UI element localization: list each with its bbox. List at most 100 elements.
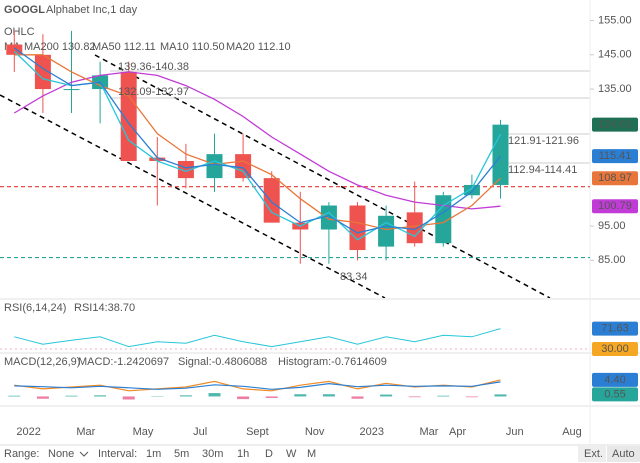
histogram-bar [294,394,307,397]
y-tick-label: 85.00 [598,254,626,266]
candle-body [149,157,166,161]
series-line [13,47,502,234]
price-tag [592,321,638,336]
histogram-bar [208,393,221,397]
legend-entry: MA20 112.10 [226,41,291,53]
interval-option[interactable]: 30m [202,448,223,460]
price-pane [0,30,590,264]
trendline [0,94,386,298]
candle-body [320,205,337,230]
symbol: GOOGL [4,4,45,16]
histogram-bar [8,395,21,397]
candle-body [378,215,395,247]
series-line [14,381,501,390]
interval-label: Interval: [98,448,137,460]
range-select[interactable]: None [48,448,74,460]
price-tag-label: 115.41 [599,150,632,162]
x-tick-label: 2022 [16,426,40,438]
interval-option[interactable]: W [286,448,297,460]
series-line [14,328,501,348]
price-tag [592,342,638,357]
histogram-bar [94,395,107,397]
candle-body [263,178,280,223]
x-tick-label: Aug [562,426,582,438]
interval-option[interactable]: 5m [174,448,189,460]
histogram-bar [437,395,450,397]
histogram-bar [408,396,421,398]
y-tick-label: 155.00 [598,14,632,26]
legend-entry: MA10 110.50 [160,41,225,53]
histogram-bar [36,396,49,399]
candle-body [177,160,194,179]
price-tag-label: 124.61 [598,119,632,131]
price-tag-label: 30.00 [601,343,629,355]
x-tick-label: Apr [449,426,466,438]
y-tick-label: 135.00 [598,83,632,95]
interval-option[interactable]: D [265,448,273,460]
interval-option[interactable]: 1m [146,448,161,460]
annotation: 132.09-132.97 [118,86,189,98]
series-line [13,71,501,210]
series-line [14,379,501,392]
price-tag [592,372,638,387]
candle-body [463,184,480,196]
instrument-name: Alphabet Inc,1 day [46,4,138,16]
candle-body [406,212,423,244]
legend-entry: Signal:-0.4806088 [178,356,267,368]
interval-option[interactable]: M [307,448,316,460]
histogram-bar [494,394,507,397]
histogram-bar [265,396,278,398]
range-label: Range: [4,448,39,460]
histogram-bar [65,395,78,397]
price-tag-label: 4.40 [604,374,625,386]
price-tag-label: 0.55 [604,388,625,400]
legend-entry: MA50 112.11 [92,41,156,53]
rsi-title: RSI(6,14,24) [4,302,66,314]
y-tick-label: 145.00 [598,49,632,61]
annotation: 139.36-140.38 [118,61,189,73]
x-tick-label: Jul [193,426,207,438]
x-tick-label: May [133,426,154,438]
price-tag [592,149,638,164]
legend-entry: Histogram:-0.7614609 [278,356,387,368]
trendlines [0,54,590,298]
annotation: 121.91-121.96 [508,135,579,147]
candle-body [435,195,452,244]
x-tick-label: Mar [420,426,439,438]
x-tick-label: Mar [76,426,95,438]
price-tag [592,199,638,214]
annotation: 112.94-114.41 [508,164,577,176]
ext-label[interactable]: Ext. [584,448,603,460]
dropdown-arrow[interactable] [79,451,89,457]
legend-entry: MA200 130.82 [24,41,96,53]
histogram-bar [322,394,335,397]
legend-entry: RSI14:38.70 [74,302,135,314]
histogram-bar [237,396,250,400]
legend-entry: MACD:-1.2420697 [78,356,169,368]
histogram-bar [122,396,135,400]
candle-body [6,44,23,55]
price-tag [592,387,638,402]
y-tick-label: 95.00 [598,220,626,232]
x-tick-label: Nov [305,426,325,438]
histogram-bar [465,396,478,398]
x-tick-label: Sept [246,426,269,438]
auto-label[interactable]: Auto [612,448,635,460]
annotation: 83.34 [340,271,368,283]
candle-body [63,89,80,91]
interval-option[interactable]: 1h [237,448,249,460]
histogram-bar [380,394,393,397]
macd-title: MACD(12,26,9) [4,356,80,368]
ohlc-label: OHLC [4,26,35,38]
ext-button[interactable] [578,446,606,462]
auto-button[interactable] [607,446,640,462]
candle-body [349,205,366,251]
candle-body [206,154,223,179]
price-tag-label: 100.79 [598,200,632,212]
price-tag [592,117,638,132]
x-tick-label: 2023 [360,426,384,438]
price-tag-label: 71.63 [601,323,629,335]
trendline [94,54,551,298]
price-tag [592,171,638,186]
